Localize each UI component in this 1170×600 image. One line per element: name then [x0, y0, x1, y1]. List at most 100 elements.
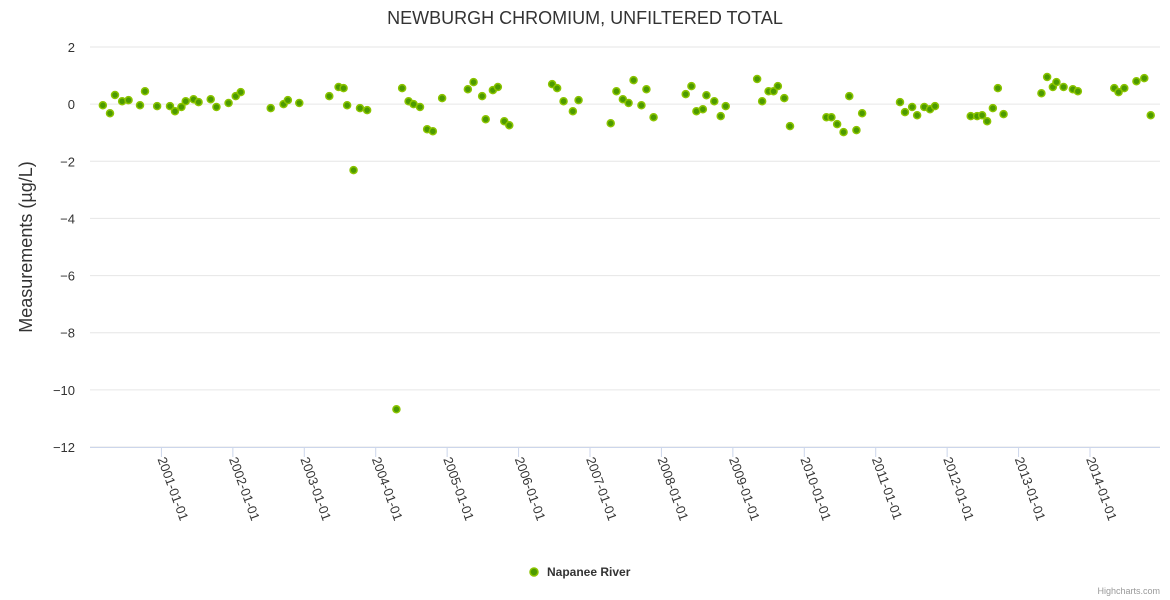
- data-point[interactable]: [224, 98, 233, 108]
- data-point[interactable]: [930, 101, 940, 111]
- legend-item-napanee-river[interactable]: Napanee River: [529, 565, 631, 579]
- data-point[interactable]: [362, 105, 372, 115]
- data-point[interactable]: [1140, 73, 1149, 83]
- x-tick-label: 2009-01-01: [726, 455, 763, 523]
- data-point[interactable]: [110, 90, 120, 100]
- data-point[interactable]: [574, 95, 583, 105]
- data-point[interactable]: [295, 98, 304, 108]
- data-point[interactable]: [982, 117, 992, 126]
- data-point[interactable]: [1052, 77, 1061, 87]
- credits-link[interactable]: Highcharts.com: [1097, 586, 1160, 596]
- data-point[interactable]: [124, 95, 133, 105]
- data-point[interactable]: [98, 101, 108, 110]
- data-point[interactable]: [752, 74, 762, 84]
- data-point[interactable]: [355, 103, 365, 113]
- data-point[interactable]: [469, 77, 478, 87]
- data-point[interactable]: [1120, 83, 1129, 93]
- data-point[interactable]: [140, 87, 150, 96]
- data-point[interactable]: [428, 127, 438, 136]
- data-point[interactable]: [206, 95, 215, 104]
- legend-marker: [529, 567, 539, 577]
- data-point[interactable]: [135, 101, 145, 110]
- data-point[interactable]: [839, 127, 848, 137]
- data-point[interactable]: [1037, 89, 1046, 98]
- data-point[interactable]: [857, 109, 867, 118]
- data-point[interactable]: [852, 125, 861, 135]
- data-point[interactable]: [895, 97, 905, 107]
- data-point[interactable]: [177, 102, 186, 112]
- x-tick-label: 2011-01-01: [869, 455, 906, 522]
- data-point[interactable]: [415, 102, 425, 112]
- data-point[interactable]: [642, 85, 651, 94]
- data-point[interactable]: [687, 81, 696, 91]
- chart-title: NEWBURGH CHROMIUM, UNFILTERED TOTAL: [387, 8, 783, 28]
- data-point[interactable]: [266, 103, 275, 113]
- data-point[interactable]: [977, 111, 987, 120]
- data-point[interactable]: [773, 81, 783, 91]
- data-point[interactable]: [999, 109, 1008, 119]
- data-point[interactable]: [194, 97, 203, 107]
- data-point[interactable]: [397, 83, 407, 93]
- data-point[interactable]: [757, 97, 767, 106]
- data-point[interactable]: [845, 91, 854, 101]
- data-point[interactable]: [559, 97, 568, 106]
- x-tick-label: 2007-01-01: [583, 455, 620, 523]
- data-point[interactable]: [702, 91, 711, 100]
- data-point[interactable]: [1059, 82, 1068, 92]
- data-point[interactable]: [721, 101, 730, 111]
- data-point[interactable]: [637, 101, 646, 110]
- data-point[interactable]: [568, 107, 578, 116]
- x-tick-label: 2003-01-01: [297, 455, 334, 523]
- data-point[interactable]: [681, 89, 690, 99]
- data-point[interactable]: [832, 119, 842, 129]
- x-tick-label: 2005-01-01: [440, 455, 477, 523]
- data-point[interactable]: [477, 91, 487, 101]
- data-point[interactable]: [618, 95, 628, 104]
- data-point[interactable]: [698, 105, 708, 114]
- legend-label: Napanee River: [547, 565, 631, 579]
- y-tick-label: −12: [53, 440, 75, 455]
- data-point[interactable]: [988, 103, 998, 113]
- data-point[interactable]: [165, 101, 175, 111]
- data-point[interactable]: [1132, 77, 1141, 86]
- data-point[interactable]: [349, 165, 358, 175]
- data-point[interactable]: [900, 107, 910, 117]
- data-point[interactable]: [212, 102, 221, 112]
- data-point[interactable]: [606, 119, 615, 128]
- data-point[interactable]: [649, 113, 658, 122]
- data-point[interactable]: [283, 95, 293, 105]
- data-point[interactable]: [612, 87, 621, 96]
- data-point[interactable]: [1073, 87, 1083, 96]
- data-point[interactable]: [170, 107, 180, 116]
- data-point[interactable]: [481, 115, 490, 124]
- data-point[interactable]: [505, 121, 514, 130]
- data-point[interactable]: [780, 93, 789, 103]
- data-point[interactable]: [629, 75, 638, 85]
- x-tick-label: 2010-01-01: [797, 455, 834, 523]
- data-point[interactable]: [1114, 87, 1123, 97]
- data-point[interactable]: [907, 102, 917, 112]
- data-point[interactable]: [339, 83, 348, 93]
- data-point[interactable]: [236, 87, 245, 97]
- data-point[interactable]: [181, 97, 190, 106]
- data-point[interactable]: [105, 109, 115, 118]
- data-point[interactable]: [493, 82, 503, 92]
- data-point[interactable]: [993, 83, 1003, 93]
- data-point[interactable]: [1042, 72, 1052, 82]
- data-point[interactable]: [552, 83, 562, 93]
- data-point[interactable]: [716, 111, 725, 121]
- data-point[interactable]: [785, 121, 795, 131]
- data-point[interactable]: [710, 97, 719, 106]
- data-point[interactable]: [827, 113, 836, 122]
- y-tick-label: −4: [60, 211, 75, 226]
- data-point[interactable]: [152, 101, 162, 111]
- data-point[interactable]: [342, 101, 352, 110]
- data-point[interactable]: [624, 98, 633, 108]
- data-point[interactable]: [325, 91, 334, 101]
- data-point[interactable]: [437, 93, 447, 103]
- data-point[interactable]: [912, 111, 922, 120]
- data-point[interactable]: [392, 405, 401, 414]
- data-point[interactable]: [463, 85, 473, 94]
- data-point[interactable]: [1146, 111, 1155, 120]
